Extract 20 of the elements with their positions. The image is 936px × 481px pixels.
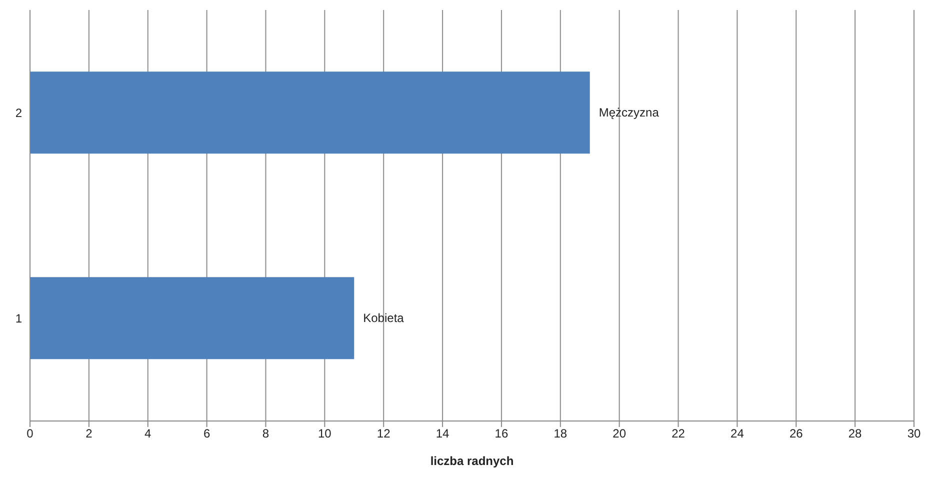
x-tick-label: 24 <box>730 426 744 441</box>
x-tick-label: 22 <box>672 426 686 441</box>
x-tick-label: 0 <box>26 426 34 441</box>
x-tick-label: 26 <box>789 426 804 441</box>
x-tick-label: 16 <box>494 426 508 441</box>
x-tick-label: 18 <box>554 426 568 441</box>
x-axis-title: liczba radnych <box>430 454 514 468</box>
x-tick-label: 14 <box>436 426 450 441</box>
x-tick-label: 28 <box>848 426 862 441</box>
x-tick-label: 4 <box>144 426 152 441</box>
annotation: Mężczyzna <box>598 106 660 120</box>
x-tick-label: 6 <box>203 426 210 441</box>
x-tick-label: 12 <box>376 426 391 441</box>
x-tick-label: 30 <box>907 426 921 441</box>
x-tick-label: 10 <box>318 426 332 441</box>
y-tick-label: 1 <box>15 312 22 326</box>
x-tick-label: 2 <box>86 426 93 441</box>
annotation: Kobieta <box>363 311 404 326</box>
x-tick-label: 8 <box>262 426 270 441</box>
x-tick-label: 20 <box>612 426 626 441</box>
